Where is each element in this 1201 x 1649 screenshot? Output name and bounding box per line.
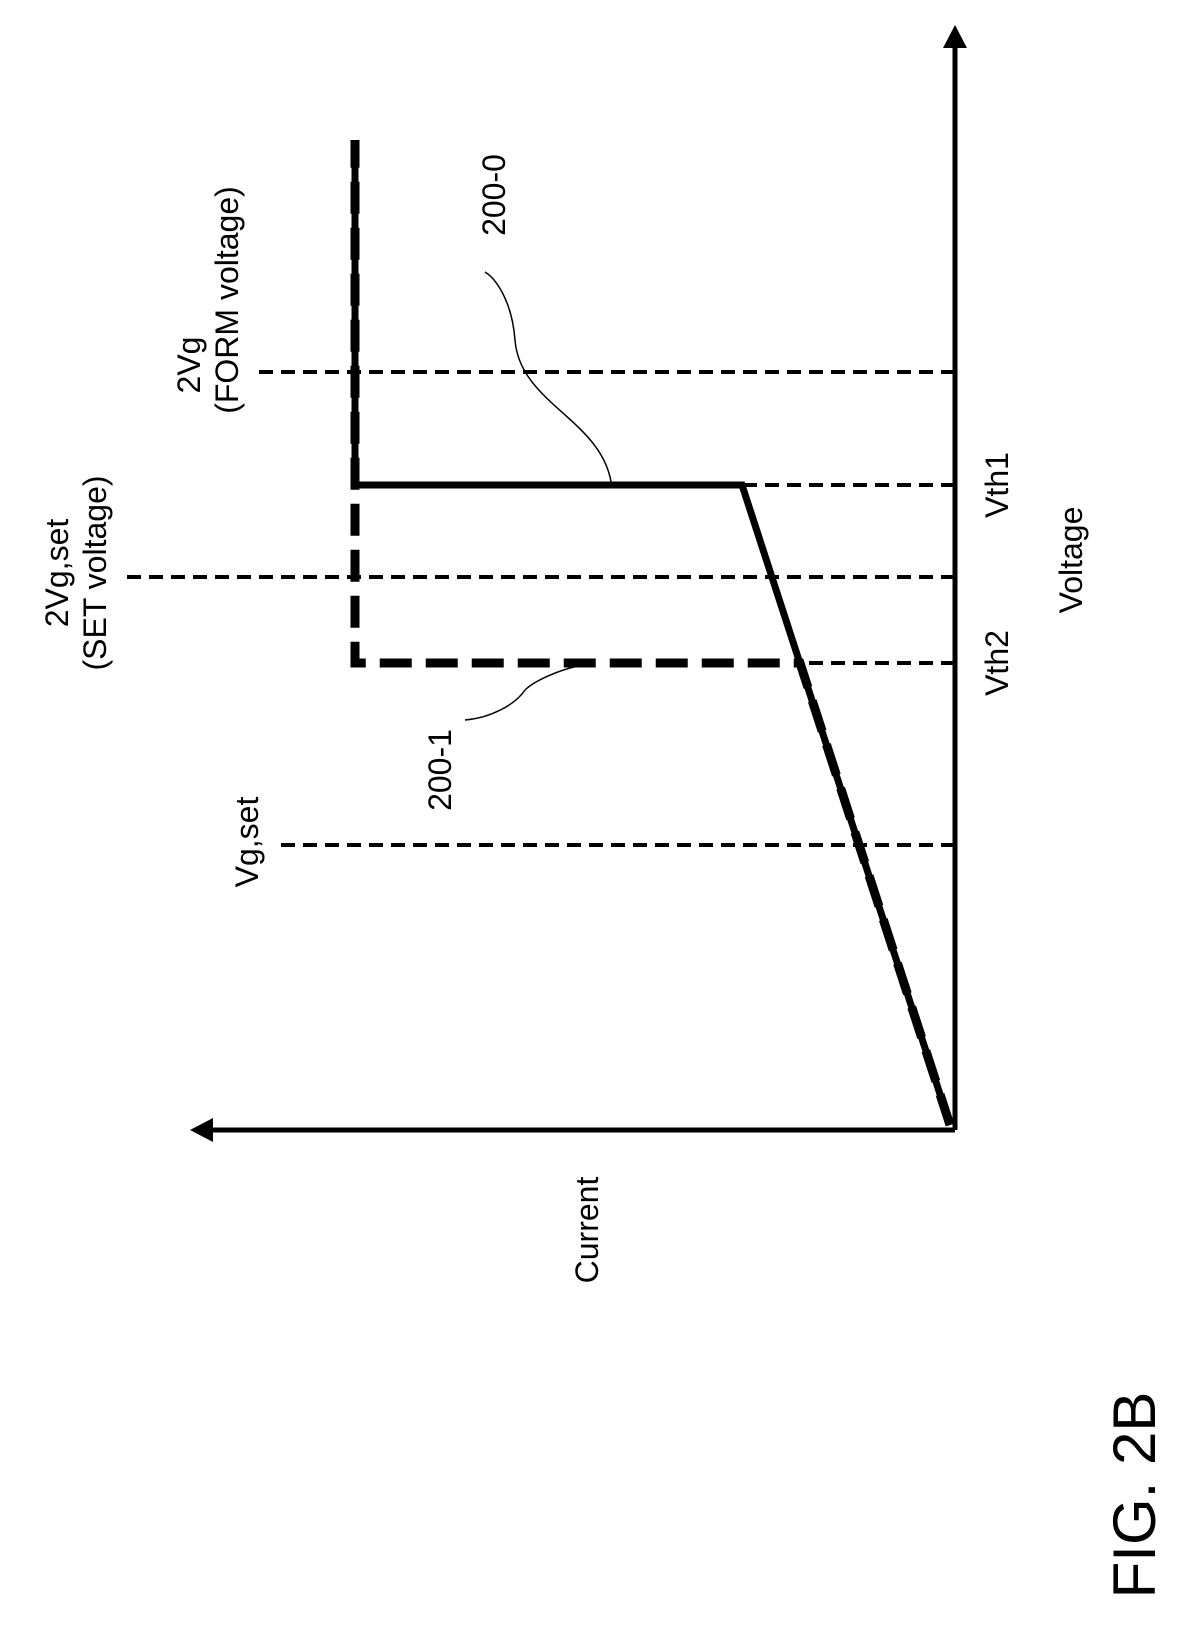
voltage-markers — [123, 370, 955, 847]
labels: Vg,set 2Vg,set (SET voltage) 2Vg (FORM v… — [39, 154, 1168, 1598]
voltage-axis-label: Voltage — [1053, 507, 1089, 614]
figure-label: FIG. 2B — [1101, 1392, 1168, 1599]
two-vg-label: 2Vg — [171, 337, 207, 394]
curve-200-0-label: 200-0 — [476, 154, 512, 236]
two-vg-set-label: 2Vg,set — [39, 519, 75, 628]
curve-200-1-label: 200-1 — [422, 729, 458, 811]
curve-200-1 — [350, 140, 955, 1127]
current-axis-arrowhead — [190, 1118, 213, 1142]
current-axis-label: Current — [569, 1177, 605, 1284]
axes — [190, 25, 967, 1142]
form-voltage-label: (FORM voltage) — [209, 186, 245, 414]
leader-200-1 — [464, 665, 579, 721]
leader-200-0 — [484, 271, 613, 489]
curve-200-0 — [351, 140, 954, 1127]
vth2-label: Vth2 — [979, 630, 1015, 696]
vg-set-label: Vg,set — [229, 797, 265, 888]
voltage-axis-arrowhead — [943, 25, 967, 48]
vth1-label: Vth1 — [979, 452, 1015, 518]
set-voltage-label: (SET voltage) — [77, 475, 113, 670]
